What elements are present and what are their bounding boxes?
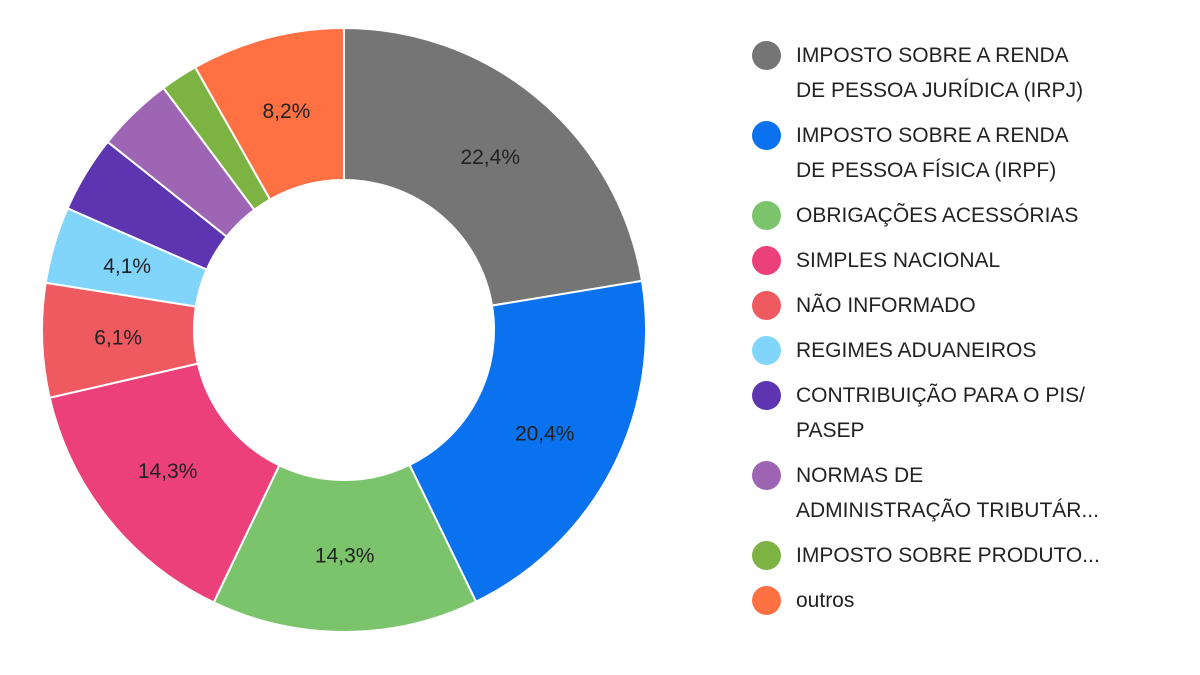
legend-swatch-0 <box>752 41 781 70</box>
legend-swatch-6 <box>752 381 781 410</box>
legend-item-7[interactable]: NORMAS DE ADMINISTRAÇÃO TRIBUTÁR... <box>752 458 1192 528</box>
legend-item-1[interactable]: IMPOSTO SOBRE A RENDA DE PESSOA FÍSICA (… <box>752 118 1192 188</box>
legend-item-6[interactable]: CONTRIBUIÇÃO PARA O PIS/ PASEP <box>752 378 1192 448</box>
legend-label-4: NÃO INFORMADO <box>796 294 976 317</box>
slice-label-9: 8,2% <box>262 100 310 123</box>
legend-label-1: IMPOSTO SOBRE A RENDA DE PESSOA FÍSICA (… <box>796 124 1069 182</box>
slice-label-1: 20,4% <box>515 422 575 445</box>
legend-swatch-7 <box>752 461 781 490</box>
slice-label-4: 6,1% <box>94 326 142 349</box>
legend: IMPOSTO SOBRE A RENDA DE PESSOA JURÍDICA… <box>752 38 1192 628</box>
legend-item-4[interactable]: NÃO INFORMADO <box>752 288 1192 323</box>
legend-label-2: OBRIGAÇÕES ACESSÓRIAS <box>796 204 1079 227</box>
slice-label-3: 14,3% <box>138 460 198 483</box>
legend-item-3[interactable]: SIMPLES NACIONAL <box>752 243 1192 278</box>
legend-swatch-9 <box>752 586 781 615</box>
slice-0[interactable] <box>343 26 644 307</box>
legend-label-7: NORMAS DE ADMINISTRAÇÃO TRIBUTÁR... <box>796 464 1099 522</box>
donut-svg: 22,4% 20,4% 14,3% 14,3% 6,1% 4,1% 8,2% <box>41 26 647 633</box>
legend-swatch-5 <box>752 336 781 365</box>
legend-item-8[interactable]: IMPOSTO SOBRE PRODUTO... <box>752 538 1192 573</box>
legend-label-9: outros <box>796 589 855 612</box>
slice-9[interactable] <box>193 26 345 201</box>
slice-label-0: 22,4% <box>460 146 520 169</box>
slice-3[interactable] <box>48 362 281 604</box>
legend-item-9[interactable]: outros <box>752 583 1192 618</box>
legend-swatch-4 <box>752 291 781 320</box>
slice-label-2: 14,3% <box>315 544 375 567</box>
legend-swatch-1 <box>752 121 781 150</box>
legend-item-5[interactable]: REGIMES ADUANEIROS <box>752 333 1192 368</box>
legend-label-3: SIMPLES NACIONAL <box>796 249 1001 272</box>
legend-swatch-3 <box>752 246 781 275</box>
slice-label-5: 4,1% <box>103 255 151 278</box>
legend-label-0: IMPOSTO SOBRE A RENDA DE PESSOA JURÍDICA… <box>796 44 1084 102</box>
slice-1[interactable] <box>408 279 647 603</box>
legend-swatch-8 <box>752 541 781 570</box>
legend-swatch-2 <box>752 201 781 230</box>
slice-2[interactable] <box>212 463 478 633</box>
legend-label-5: REGIMES ADUANEIROS <box>796 339 1037 362</box>
legend-item-2[interactable]: OBRIGAÇÕES ACESSÓRIAS <box>752 198 1192 233</box>
legend-label-6: CONTRIBUIÇÃO PARA O PIS/ PASEP <box>796 384 1085 442</box>
legend-label-8: IMPOSTO SOBRE PRODUTO... <box>796 544 1100 567</box>
legend-item-0[interactable]: IMPOSTO SOBRE A RENDA DE PESSOA JURÍDICA… <box>752 38 1192 108</box>
